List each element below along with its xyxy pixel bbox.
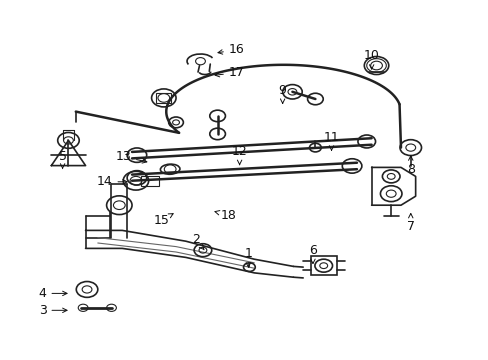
Text: 17: 17 bbox=[215, 66, 244, 79]
Text: 13: 13 bbox=[115, 150, 146, 163]
Text: 9: 9 bbox=[278, 84, 286, 103]
Text: 18: 18 bbox=[215, 209, 236, 222]
Text: 3: 3 bbox=[39, 304, 67, 317]
Text: 12: 12 bbox=[231, 145, 247, 165]
Text: 15: 15 bbox=[153, 213, 173, 227]
Text: 14: 14 bbox=[97, 175, 127, 188]
Text: 11: 11 bbox=[323, 131, 339, 150]
Bar bbox=[141, 176, 159, 186]
Bar bbox=[156, 93, 171, 103]
Text: 10: 10 bbox=[363, 49, 379, 69]
Text: 4: 4 bbox=[39, 287, 67, 300]
Text: 7: 7 bbox=[406, 213, 414, 233]
Text: 1: 1 bbox=[244, 247, 252, 267]
Text: 6: 6 bbox=[308, 244, 316, 264]
Text: 5: 5 bbox=[59, 150, 66, 169]
Text: 2: 2 bbox=[191, 233, 203, 250]
Text: 8: 8 bbox=[406, 156, 414, 176]
Bar bbox=[310, 256, 337, 275]
Text: 16: 16 bbox=[218, 43, 244, 56]
